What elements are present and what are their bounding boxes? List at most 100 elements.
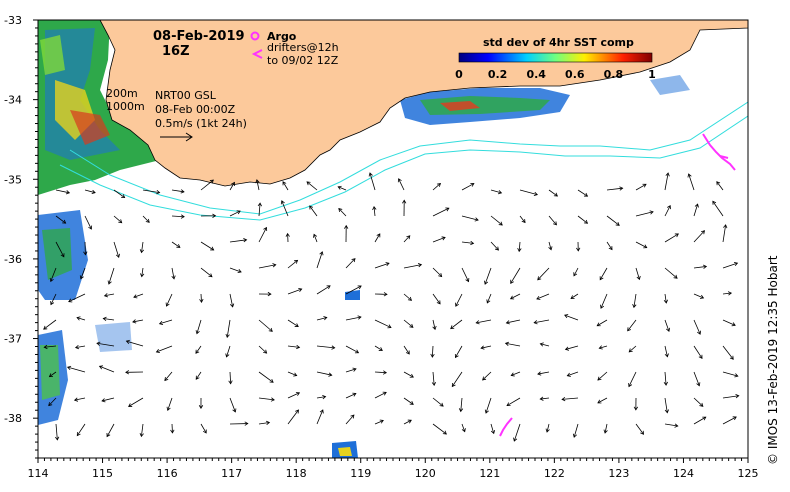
current-vector-head — [409, 401, 414, 405]
current-vector — [369, 172, 376, 191]
current-vector — [258, 345, 267, 354]
colorbar-tick-label: 0 — [455, 68, 463, 81]
current-vector — [403, 397, 414, 405]
current-vector — [486, 293, 492, 304]
current-vector-head — [461, 428, 466, 433]
current-vector — [196, 319, 202, 334]
current-vector — [44, 345, 57, 348]
current-vector — [374, 319, 392, 328]
current-vector — [373, 206, 376, 217]
current-vector-head — [326, 285, 331, 290]
current-vector — [113, 215, 122, 224]
current-vector — [55, 423, 58, 440]
current-vector — [43, 319, 57, 330]
current-vector — [345, 368, 357, 373]
x-tick-label: 122 — [544, 467, 565, 480]
current-vector — [84, 215, 92, 230]
current-vector — [664, 233, 679, 243]
current-vector — [287, 409, 299, 425]
current-vector — [258, 422, 270, 425]
current-vector-head — [357, 315, 362, 320]
current-vector-head — [180, 214, 185, 219]
current-vector-head — [165, 302, 170, 307]
current-vector-head — [107, 280, 112, 285]
current-vector-head — [202, 429, 207, 434]
current-vector — [403, 419, 412, 425]
current-vector — [490, 423, 495, 434]
current-vector — [166, 293, 173, 307]
current-vector — [432, 267, 442, 277]
x-tick-label: 121 — [479, 467, 500, 480]
current-vector-head — [454, 353, 459, 359]
current-vector — [287, 288, 302, 295]
current-vector — [548, 241, 552, 250]
current-vector-head — [155, 349, 161, 354]
current-vector — [132, 319, 144, 323]
current-vector — [80, 267, 86, 279]
current-vector — [490, 241, 499, 251]
current-vector-head — [208, 273, 213, 278]
current-vector — [597, 371, 608, 381]
current-vector — [96, 342, 115, 347]
colorbar-tick-label: 0.4 — [526, 68, 546, 81]
x-tick-label: 119 — [350, 467, 371, 480]
current-vector — [664, 319, 670, 332]
current-vector — [693, 416, 706, 425]
current-vector-head — [451, 382, 456, 388]
current-vector-head — [60, 253, 65, 258]
current-vector-head — [378, 347, 383, 351]
current-vector-head — [319, 251, 324, 256]
current-vector-head — [295, 409, 299, 414]
drifters-label: drifters@12h — [267, 41, 339, 54]
current-vector-head — [598, 345, 603, 350]
current-vector — [345, 393, 357, 399]
current-vector-head — [139, 433, 144, 438]
x-tick-label: 120 — [415, 467, 436, 480]
current-vector — [546, 423, 550, 433]
current-vector-head — [115, 253, 120, 258]
current-vector-head — [663, 299, 669, 304]
x-tick-label: 115 — [92, 467, 113, 480]
current-vector-head — [636, 275, 641, 281]
current-vector-head — [539, 342, 544, 347]
current-vector — [229, 371, 232, 384]
current-vector — [142, 215, 150, 223]
current-vector-head — [482, 376, 487, 381]
current-vector-head — [480, 345, 485, 350]
current-vector-head — [50, 301, 55, 306]
current-vector — [577, 215, 588, 224]
current-vector — [287, 260, 298, 269]
current-vector-head — [615, 221, 620, 226]
current-vector — [49, 371, 57, 377]
current-vector — [55, 189, 70, 194]
current-vector-head — [537, 371, 542, 376]
current-vector — [432, 319, 436, 330]
current-vector — [104, 293, 115, 297]
current-vector-head — [436, 182, 441, 187]
current-vector — [432, 207, 450, 217]
current-vector-head — [628, 383, 633, 388]
current-vector — [567, 371, 579, 377]
current-vector-head — [533, 320, 538, 325]
y-tick-label: -35 — [4, 173, 22, 186]
current-vector-head — [716, 181, 721, 186]
current-vector-head — [450, 325, 455, 330]
colorbar-gradient — [458, 52, 653, 63]
current-vector — [374, 420, 384, 425]
current-vector — [156, 345, 173, 353]
current-vector — [606, 187, 623, 191]
current-vector-head — [54, 436, 60, 441]
current-vector — [599, 267, 608, 280]
current-vector-head — [98, 365, 104, 370]
current-vector — [229, 397, 236, 413]
current-vector-head — [298, 287, 303, 293]
current-vector-head — [296, 344, 301, 350]
current-vector — [432, 237, 446, 243]
sst-data-patches — [38, 20, 690, 458]
current-vector-head — [66, 365, 72, 370]
current-vector — [664, 293, 667, 304]
current-vector-head — [561, 396, 566, 402]
current-vector — [628, 345, 637, 353]
current-vector-head — [351, 258, 356, 263]
current-vector-head — [106, 433, 111, 438]
